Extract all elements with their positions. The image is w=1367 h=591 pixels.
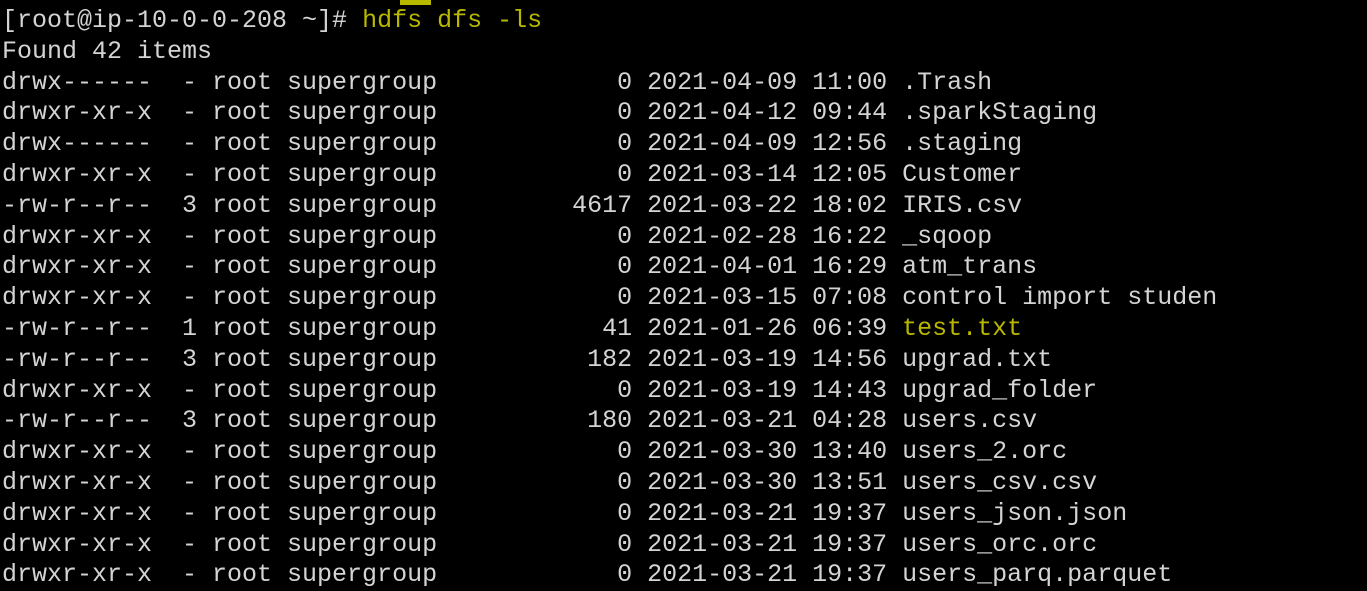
row-permissions-owner-group: drwxr-xr-x - root supergroup <box>2 437 438 467</box>
row-permissions-owner-group: drwxr-xr-x - root supergroup <box>2 375 438 405</box>
row-file-name[interactable]: IRIS.csv <box>902 190 1023 220</box>
row-size-date-time: 0 2021-03-21 19:37 <box>437 560 903 590</box>
row-permissions-owner-group: drwxr-xr-x - root supergroup <box>2 498 438 528</box>
table-row[interactable]: -rw-r--r-- 1 root supergroup 41 2021-01-… <box>0 314 1367 345</box>
table-row[interactable]: drwxr-xr-x - root supergroup 0 2021-03-2… <box>0 560 1367 591</box>
hdfs-listing: drwx------ - root supergroup 0 2021-04-0… <box>0 68 1367 591</box>
table-row[interactable]: drwxr-xr-x - root supergroup 0 2021-03-1… <box>0 376 1367 407</box>
row-size-date-time: 0 2021-04-12 09:44 <box>437 98 903 128</box>
row-size-date-time: 0 2021-03-21 19:37 <box>437 529 903 559</box>
row-size-date-time: 0 2021-04-09 12:56 <box>437 129 903 159</box>
table-row[interactable]: -rw-r--r-- 3 root supergroup 180 2021-03… <box>0 406 1367 437</box>
row-file-name[interactable]: test.txt <box>902 313 1023 343</box>
row-file-name[interactable]: users_orc.orc <box>902 529 1098 559</box>
row-file-name[interactable]: users_parq.parquet <box>902 560 1173 590</box>
table-row[interactable]: drwxr-xr-x - root supergroup 0 2021-03-1… <box>0 160 1367 191</box>
row-file-name[interactable]: control import studen <box>902 283 1218 313</box>
terminal-screen[interactable]: [root@ip-10-0-0-208 ~]# hdfs dfs -ls Fou… <box>0 6 1367 591</box>
row-size-date-time: 0 2021-04-01 16:29 <box>437 252 903 282</box>
row-file-name[interactable]: .sparkStaging <box>902 98 1098 128</box>
table-row[interactable]: drwxr-xr-x - root supergroup 0 2021-03-3… <box>0 437 1367 468</box>
row-file-name[interactable]: .staging <box>902 129 1023 159</box>
scrollback-text-sliver <box>400 0 431 5</box>
row-permissions-owner-group: drwxr-xr-x - root supergroup <box>2 159 438 189</box>
prompt-line: [root@ip-10-0-0-208 ~]# hdfs dfs -ls <box>0 6 1367 37</box>
row-file-name[interactable]: users_csv.csv <box>902 467 1098 497</box>
table-row[interactable]: drwxr-xr-x - root supergroup 0 2021-04-0… <box>0 252 1367 283</box>
row-file-name[interactable]: Customer <box>902 159 1023 189</box>
row-permissions-owner-group: drwxr-xr-x - root supergroup <box>2 283 438 313</box>
table-row[interactable]: -rw-r--r-- 3 root supergroup 4617 2021-0… <box>0 191 1367 222</box>
row-permissions-owner-group: -rw-r--r-- 1 root supergroup <box>2 313 438 343</box>
row-size-date-time: 41 2021-01-26 06:39 <box>437 313 903 343</box>
row-size-date-time: 0 2021-03-30 13:40 <box>437 437 903 467</box>
row-size-date-time: 0 2021-03-30 13:51 <box>437 467 903 497</box>
row-permissions-owner-group: drwxr-xr-x - root supergroup <box>2 252 438 282</box>
row-file-name[interactable]: upgrad.txt <box>902 344 1053 374</box>
table-row[interactable]: drwxr-xr-x - root supergroup 0 2021-03-1… <box>0 283 1367 314</box>
row-file-name[interactable]: atm_trans <box>902 252 1038 282</box>
row-size-date-time: 0 2021-03-19 14:43 <box>437 375 903 405</box>
shell-prompt: [root@ip-10-0-0-208 ~]# <box>2 6 363 35</box>
table-row[interactable]: drwxr-xr-x - root supergroup 0 2021-04-1… <box>0 98 1367 129</box>
table-row[interactable]: drwxr-xr-x - root supergroup 0 2021-02-2… <box>0 222 1367 253</box>
row-permissions-owner-group: drwx------ - root supergroup <box>2 129 438 159</box>
row-size-date-time: 0 2021-04-09 11:00 <box>437 67 903 97</box>
row-size-date-time: 180 2021-03-21 04:28 <box>437 406 903 436</box>
row-file-name[interactable]: users_json.json <box>902 498 1128 528</box>
row-file-name[interactable]: users.csv <box>902 406 1038 436</box>
command-text: hdfs dfs -ls <box>362 6 543 35</box>
row-size-date-time: 0 2021-02-28 16:22 <box>437 221 903 251</box>
row-permissions-owner-group: drwxr-xr-x - root supergroup <box>2 221 438 251</box>
row-permissions-owner-group: -rw-r--r-- 3 root supergroup <box>2 190 438 220</box>
row-permissions-owner-group: drwxr-xr-x - root supergroup <box>2 98 438 128</box>
table-row[interactable]: drwxr-xr-x - root supergroup 0 2021-03-2… <box>0 499 1367 530</box>
row-permissions-owner-group: drwxr-xr-x - root supergroup <box>2 529 438 559</box>
row-size-date-time: 4617 2021-03-22 18:02 <box>437 190 903 220</box>
row-file-name[interactable]: upgrad_folder <box>902 375 1098 405</box>
row-size-date-time: 0 2021-03-14 12:05 <box>437 159 903 189</box>
table-row[interactable]: drwxr-xr-x - root supergroup 0 2021-03-2… <box>0 530 1367 561</box>
output-header-line: Found 42 items <box>0 37 1367 68</box>
row-size-date-time: 0 2021-03-15 07:08 <box>437 283 903 313</box>
row-permissions-owner-group: drwxr-xr-x - root supergroup <box>2 560 438 590</box>
row-file-name[interactable]: _sqoop <box>902 221 993 251</box>
table-row[interactable]: drwx------ - root supergroup 0 2021-04-0… <box>0 129 1367 160</box>
row-permissions-owner-group: -rw-r--r-- 3 root supergroup <box>2 406 438 436</box>
found-items-text: Found 42 items <box>2 36 213 66</box>
row-file-name[interactable]: .Trash <box>902 67 993 97</box>
table-row[interactable]: drwxr-xr-x - root supergroup 0 2021-03-3… <box>0 468 1367 499</box>
row-size-date-time: 0 2021-03-21 19:37 <box>437 498 903 528</box>
table-row[interactable]: -rw-r--r-- 3 root supergroup 182 2021-03… <box>0 345 1367 376</box>
row-permissions-owner-group: drwxr-xr-x - root supergroup <box>2 467 438 497</box>
row-permissions-owner-group: -rw-r--r-- 3 root supergroup <box>2 344 438 374</box>
row-file-name[interactable]: users_2.orc <box>902 437 1068 467</box>
row-permissions-owner-group: drwx------ - root supergroup <box>2 67 438 97</box>
table-row[interactable]: drwx------ - root supergroup 0 2021-04-0… <box>0 68 1367 99</box>
row-size-date-time: 182 2021-03-19 14:56 <box>437 344 903 374</box>
